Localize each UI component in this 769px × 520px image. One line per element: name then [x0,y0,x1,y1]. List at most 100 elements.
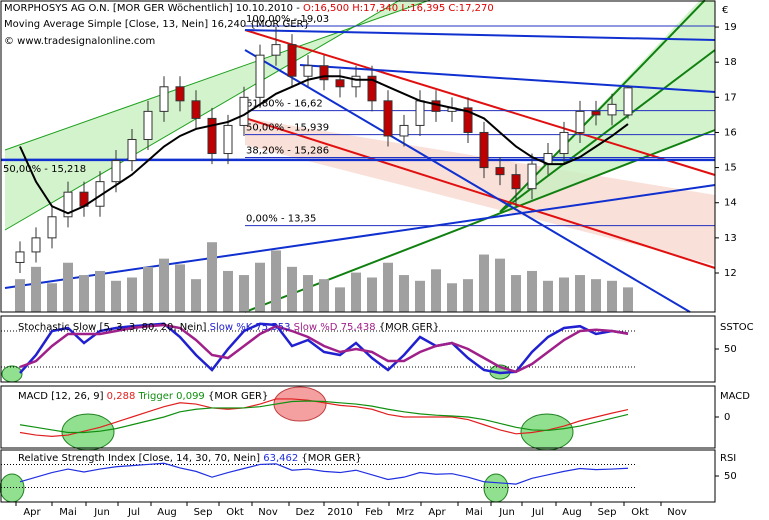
volume-bar [127,277,137,312]
x-tick-label: Aug [157,507,177,518]
indicator-label: {MOR GER} [301,453,361,464]
candle-body [47,216,57,239]
volume-bar [239,275,249,312]
ohlc: O:16,500 H:17,340 L:16,395 C:17,270 [303,3,494,14]
fib-label: 61,80% - 16,62 [246,99,323,110]
channel-line [4,0,401,231]
volume-bar [351,272,361,312]
x-tick-label: Nov [667,507,687,518]
volume-bar [495,258,505,312]
candle-body [575,110,585,133]
candle-body [383,100,393,137]
candle-body [159,86,169,112]
legend-entry: Slow %K 75,553 [210,322,291,333]
volume-bar [559,277,569,312]
x-tick-label: Sep [194,507,213,518]
indicator-label: {MOR GER} [379,322,439,333]
candle-body [607,103,617,116]
x-tick-label: Apr [428,507,446,518]
volume-bar [335,287,345,312]
indicator-title: Relative Strength Index [Close, 14, 30, … [18,453,260,464]
candle-body [559,131,569,155]
volume-bar [15,279,25,312]
x-tick-label: Apr [23,507,41,518]
candle-body [303,65,313,77]
channel-line [4,0,431,151]
moving-average [19,75,629,215]
x-tick-label: 2010 [327,507,352,518]
indicator-line [19,400,629,434]
header: MORPHOSYS AG O.N. [MOR GER Wöchentlich] … [4,3,494,14]
candle-body [63,191,73,218]
volume-bar [63,262,73,312]
source: © www.tradesignalonline.com [4,36,155,47]
indicator-header: MACD [12, 26, 9] 0,288 Trigger 0,099 {MO… [18,391,268,402]
blue-line [244,29,716,41]
volume-bar [479,254,489,312]
volume-bar [159,258,169,312]
indicator-label: {MOR GER} [208,391,268,402]
title: MORPHOSYS AG O.N. [MOR GER Wöchentlich] … [4,3,300,14]
indicator-title: MACD [12, 26, 9] [18,391,104,402]
indicator-header: Stochastic Slow [5, 3, 3, 80, 20, Nein] … [18,322,439,333]
support-label: 50,00% - 15,218 [3,164,86,175]
indicator-line [19,462,629,485]
frames [0,0,716,503]
candle-body [479,131,489,169]
candle-body [239,96,249,126]
y-tick-label: 15 [724,163,737,174]
axis-label: MACD [720,391,750,402]
volume-bar [191,279,201,312]
indicator-header: Relative Strength Index [Close, 14, 30, … [18,453,362,464]
volume-bar [271,250,281,312]
volume-bar [607,280,617,312]
candle-body [15,251,25,263]
volume-bar [111,280,121,312]
volume-bar [463,279,473,312]
x-tick-label: Dez [295,507,314,518]
y-tick-label: 50 [724,471,737,482]
volume-bar [527,270,537,312]
red-line [244,29,716,176]
candle-body [255,54,265,98]
fib-label: 38,20% - 15,286 [246,146,329,157]
indicator-line [19,322,629,375]
x-tick-label: Jul [531,507,544,518]
x-tick-label: Mai [59,507,77,518]
x-tick-label: Okt [631,507,649,518]
candle-body [31,237,41,253]
candle-body [111,160,121,183]
candle-body [431,100,441,112]
y-tick-label: 14 [724,198,737,209]
x-tick-label: Jul [127,507,140,518]
highlight [0,473,25,503]
volume-bar [511,275,521,312]
blue-line [299,64,716,93]
candle-body [143,110,153,140]
x-tick-label: Okt [226,507,244,518]
indicator-line [19,398,629,437]
indicator-line [19,323,629,374]
currency: € [722,5,728,16]
candle-body [367,75,377,102]
volume-bar [367,277,377,312]
highlight [1,365,23,383]
volume-bar [303,275,313,312]
candle-body [207,117,217,155]
y-tick-label: 0 [724,412,730,423]
x-tick-label: Jun [93,507,110,518]
candle-body [623,87,633,116]
volume-bar [79,275,89,312]
fib-label: 0,00% - 13,35 [246,214,316,225]
candle-body [527,163,537,190]
fib-label: 50,00% - 15,939 [246,123,329,134]
legend-entry: Trigger 0,099 [138,391,205,402]
volume-bar [255,262,265,312]
volume-bar [175,264,185,312]
highlight [273,386,327,422]
volume-bar [95,270,105,312]
volume-bar [399,275,409,312]
red-line [244,117,716,269]
volume-bar [447,283,457,312]
indicator-title: Stochastic Slow [5, 3, 3, 80, 20, Nein] [18,322,207,333]
